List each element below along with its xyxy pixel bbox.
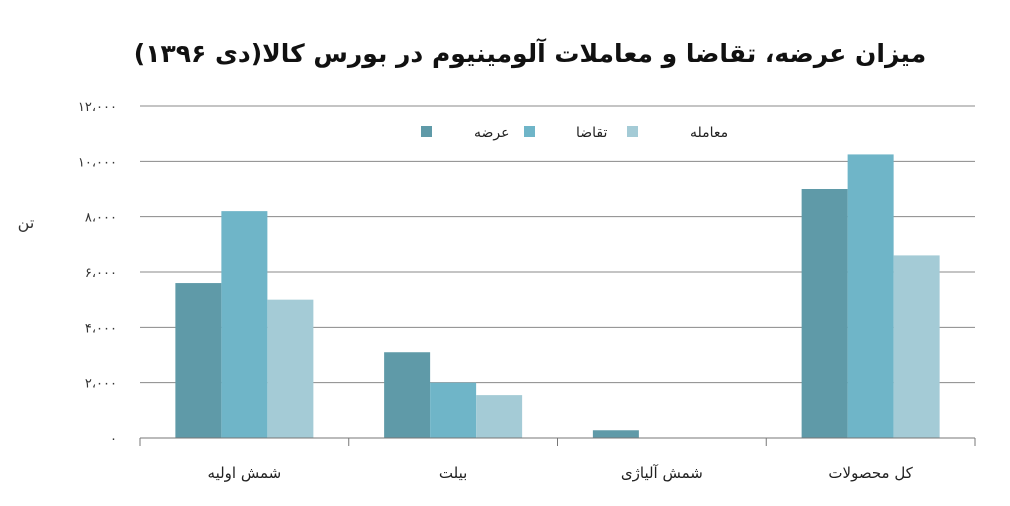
x-tick-label: کل محصولات	[828, 464, 913, 482]
y-tick-label: ۱۲،۰۰۰	[78, 100, 117, 115]
bar	[267, 299, 314, 438]
y-tick-label: ۴،۰۰۰	[85, 321, 117, 336]
bar	[384, 352, 431, 438]
y-tick-label: ۸،۰۰۰	[85, 211, 117, 226]
bar	[893, 255, 940, 438]
legend-label: تقاضا	[576, 125, 608, 141]
legend-label: معامله	[690, 125, 728, 141]
bars	[175, 154, 940, 438]
x-tick-label: بیلت	[439, 464, 467, 482]
bar	[476, 395, 523, 438]
chart-title: میزان عرضه، تقاضا و معاملات آلومینیوم در…	[134, 38, 926, 69]
y-tick-label: ۶،۰۰۰	[85, 266, 117, 281]
legend-swatch	[524, 126, 535, 137]
legend-label: عرضه	[474, 125, 509, 141]
y-axis-label: تن	[18, 213, 35, 233]
bar	[430, 382, 477, 438]
y-tick-label: ۱۰،۰۰۰	[78, 155, 117, 170]
legend-swatch	[421, 126, 432, 137]
y-axis-ticks: ۰ ۲،۰۰۰ ۴،۰۰۰ ۶،۰۰۰ ۸،۰۰۰ ۱۰،۰۰۰ ۱۲،۰۰۰	[78, 100, 117, 447]
bar	[175, 283, 222, 438]
x-tick-label: شمش آلیاژی	[621, 464, 703, 482]
bar	[592, 430, 639, 438]
y-tick-label: ۲،۰۰۰	[85, 377, 117, 392]
x-tick-label: شمش اولیه	[208, 464, 282, 482]
x-axis: شمش اولیه بیلت شمش آلیاژی کل محصولات	[139, 437, 976, 482]
bar	[801, 189, 848, 438]
y-tick-label: ۰	[110, 432, 117, 447]
bar	[221, 211, 268, 438]
legend: عرضه تقاضا معامله	[421, 125, 728, 141]
bar	[847, 154, 894, 438]
legend-swatch	[627, 126, 638, 137]
